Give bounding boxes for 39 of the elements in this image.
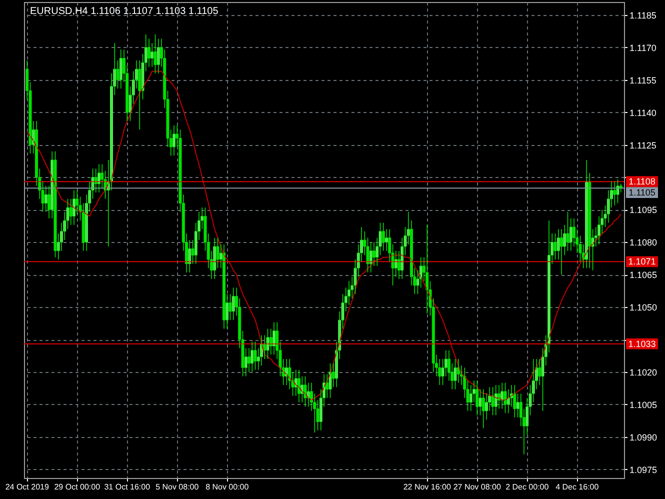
y-tick-label: 1.1005 <box>630 400 658 410</box>
ref-line-label: 1.1033 <box>628 338 656 349</box>
chart-title: EURUSD,H4 1.1106 1.1107 1.1103 1.1105 <box>30 6 219 17</box>
x-tick-label: 8 Nov 00:00 <box>206 482 250 492</box>
ref-line-label: 1.1108 <box>628 176 656 187</box>
y-tick-label: 1.1185 <box>630 10 656 20</box>
candlestick <box>154 34 157 74</box>
candlestick <box>304 376 307 407</box>
x-tick-label: 27 Nov 08:00 <box>453 482 502 492</box>
x-tick-label: 24 Oct 2019 <box>5 482 50 492</box>
x-tick-label: 22 Nov 16:00 <box>403 482 452 492</box>
y-tick-label: 1.1020 <box>630 367 658 378</box>
candlestick <box>554 233 557 260</box>
ref-line-label: 1.1105 <box>628 188 656 198</box>
candlestick <box>328 362 332 398</box>
y-tick-label: 1.0975 <box>630 464 658 475</box>
y-tick-label: 1.1170 <box>630 42 656 53</box>
candlestick <box>491 386 494 416</box>
candlestick <box>566 211 570 252</box>
y-tick-label: 1.1080 <box>630 238 658 248</box>
candlestick <box>504 382 507 414</box>
candlestick <box>266 328 270 360</box>
y-tick-label: 1.1155 <box>630 75 656 86</box>
x-tick-label: 31 Oct 16:00 <box>104 482 151 492</box>
y-tick-label: 1.0990 <box>630 432 658 442</box>
candlestick <box>254 341 257 370</box>
candlestick <box>54 150 57 258</box>
y-tick-label: 1.1095 <box>630 205 658 216</box>
x-tick-label: 5 Nov 08:00 <box>156 482 200 492</box>
x-tick-label: 29 Oct 00:00 <box>54 482 101 492</box>
y-tick-label: 1.1065 <box>630 270 658 280</box>
x-tick-label: 4 Dec 16:00 <box>556 482 600 492</box>
y-tick-label: 1.1050 <box>630 302 658 313</box>
y-tick-label: 1.1125 <box>630 140 656 150</box>
ref-line-label: 1.1071 <box>628 256 656 267</box>
candlestick <box>454 358 457 390</box>
x-tick-label: 2 Dec 00:00 <box>506 482 550 492</box>
candlestick <box>616 179 620 204</box>
y-tick-label: 1.1140 <box>630 108 656 118</box>
